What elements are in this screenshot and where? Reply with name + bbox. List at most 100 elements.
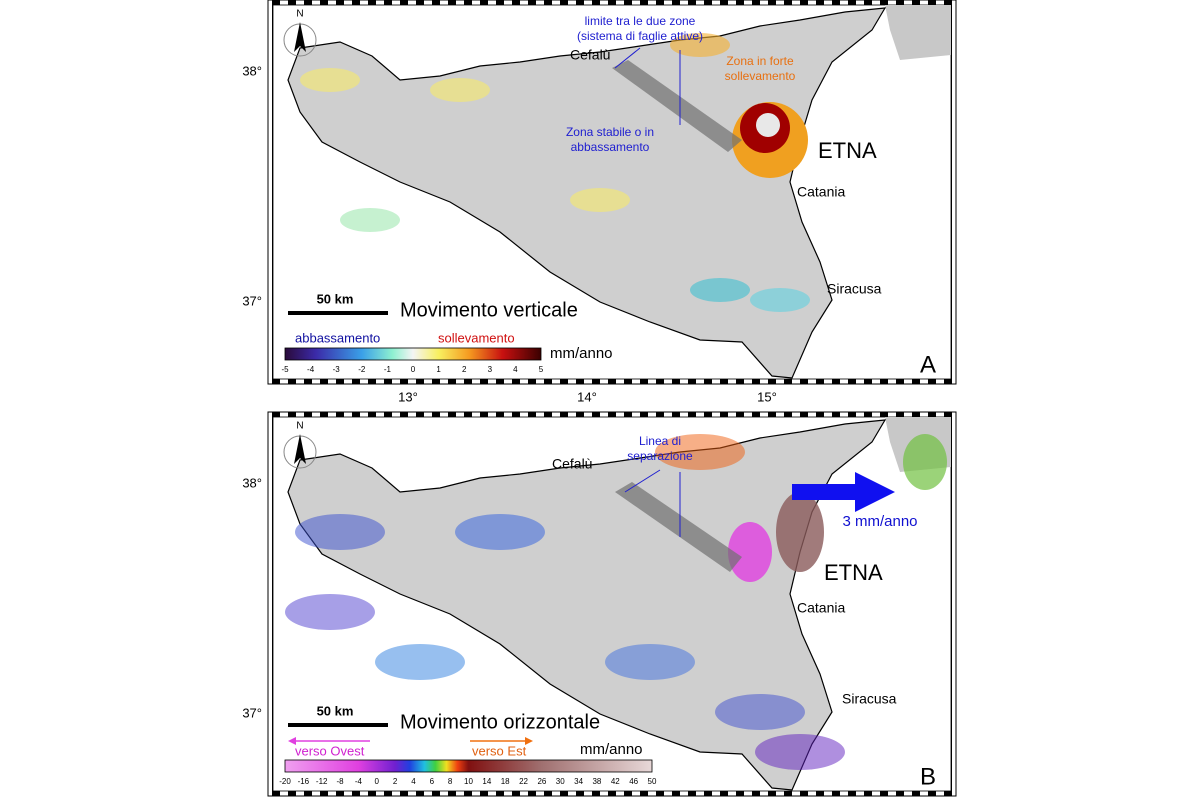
- legend-left: verso Ovest: [295, 743, 365, 758]
- motion-arrow: [792, 472, 895, 512]
- colorbar-tick-label: 1: [436, 365, 441, 374]
- place-label: Siracusa: [842, 691, 897, 707]
- longitude-label: 13°: [398, 389, 418, 404]
- place-label: Cefalù: [552, 456, 592, 472]
- longitude-label: 15°: [757, 389, 777, 404]
- colorbar-tick-label: -3: [333, 365, 341, 374]
- annotation: Zona in forte: [726, 54, 794, 68]
- colorbar-tick-label: 22: [519, 777, 528, 786]
- colorbar-tick-label: 34: [574, 777, 583, 786]
- place-label: ETNA: [824, 560, 883, 585]
- latitude-label: 38°: [242, 63, 262, 78]
- colorbar-tick-label: 18: [501, 777, 510, 786]
- colorbar-tick-label: 0: [375, 777, 380, 786]
- legend-title: Movimento verticale: [400, 299, 578, 321]
- colorbar-tick-label: -4: [307, 365, 315, 374]
- annotation: abbassamento: [571, 140, 650, 154]
- annotation: sollevamento: [725, 69, 796, 83]
- deformation-patch: [375, 644, 465, 680]
- legend-right: verso Est: [472, 743, 527, 758]
- deformation-patch: [655, 434, 745, 470]
- colorbar-tick-label: 2: [462, 365, 467, 374]
- scale-bar-label: 50 km: [317, 291, 354, 306]
- unit-label: mm/anno: [550, 345, 613, 362]
- annotation: 3 mm/anno: [842, 513, 917, 530]
- east-motion: [776, 492, 824, 572]
- annotation: Zona stabile o in: [566, 125, 654, 139]
- deformation-patch: [670, 33, 730, 57]
- legend-right: sollevamento: [438, 330, 515, 345]
- colorbar-tick-label: -12: [316, 777, 328, 786]
- fault-zone: [615, 482, 742, 572]
- north-arrow: [294, 434, 306, 464]
- north-label: N: [296, 421, 303, 432]
- annotation: (sistema di faglie attive): [577, 29, 703, 43]
- map-panel: N 38° 37° Cefalù ETNA Catania Siracusa Linea di…: [242, 411, 957, 797]
- etna-summit: [756, 113, 780, 137]
- colorbar-tick-label: 46: [629, 777, 638, 786]
- deformation-patch: [340, 208, 400, 232]
- west-motion: [728, 522, 772, 582]
- colorbar-tick-label: 26: [537, 777, 546, 786]
- north-arrow: [294, 22, 306, 52]
- colorbar: [284, 759, 653, 773]
- unit-label: mm/anno: [580, 741, 643, 758]
- annotation: Linea di: [639, 434, 681, 448]
- panel-letter: B: [920, 763, 936, 790]
- panel-letter: A: [920, 351, 936, 378]
- colorbar-tick-label: 42: [611, 777, 620, 786]
- colorbar-tick-label: 6: [430, 777, 435, 786]
- latitude-label: 37°: [242, 293, 262, 308]
- deformation-patch: [605, 644, 695, 680]
- west-arrow-head: [288, 737, 296, 745]
- deformation-patch: [285, 594, 375, 630]
- colorbar-tick-label: 38: [592, 777, 601, 786]
- colorbar-tick-label: -20: [279, 777, 291, 786]
- colorbar-tick-label: 0: [411, 365, 416, 374]
- colorbar-tick-label: 8: [448, 777, 453, 786]
- annotation: separazione: [627, 449, 693, 463]
- colorbar-tick-label: 3: [488, 365, 493, 374]
- deformation-patch: [430, 78, 490, 102]
- scale-bar: [288, 723, 388, 727]
- longitude-label: 14°: [577, 389, 597, 404]
- scale-bar-label: 50 km: [317, 703, 354, 718]
- deformation-patch: [750, 288, 810, 312]
- colorbar-tick-label: 30: [556, 777, 565, 786]
- colorbar-tick-label: 4: [513, 365, 518, 374]
- north-label: N: [296, 9, 303, 20]
- deformation-patch: [755, 734, 845, 770]
- leader-line: [624, 469, 661, 493]
- colorbar: [284, 347, 542, 361]
- colorbar-tick-label: 14: [482, 777, 491, 786]
- colorbar-tick-label: -2: [358, 365, 366, 374]
- fault-zone: [612, 60, 742, 152]
- place-label: Catania: [797, 600, 845, 616]
- place-label: Siracusa: [827, 281, 882, 297]
- colorbar-tick-label: 10: [464, 777, 473, 786]
- latitude-label: 37°: [242, 705, 262, 720]
- leader-line: [614, 47, 641, 69]
- deformation-patch: [295, 514, 385, 550]
- place-label: Catania: [797, 184, 845, 200]
- east-arrow-head: [525, 737, 533, 745]
- annotation: limite tra le due zone: [585, 14, 696, 28]
- map-panel: N 38° 37° Cefalù ETNA Catania Siracusa limite t…: [242, 0, 957, 385]
- colorbar-tick-label: 5: [539, 365, 544, 374]
- colorbar-tick-label: 50: [648, 777, 657, 786]
- colorbar-tick-label: -5: [281, 365, 289, 374]
- latitude-label: 38°: [242, 475, 262, 490]
- colorbar-tick-label: -8: [336, 777, 344, 786]
- place-label: ETNA: [818, 138, 877, 163]
- deformation-patch: [455, 514, 545, 550]
- calabria-motion: [903, 434, 947, 490]
- colorbar-tick-label: -4: [355, 777, 363, 786]
- deformation-patch: [570, 188, 630, 212]
- colorbar-tick-label: -16: [298, 777, 310, 786]
- colorbar-tick-label: 2: [393, 777, 398, 786]
- legend-title: Movimento orizzontale: [400, 711, 600, 733]
- scale-bar: [288, 311, 388, 315]
- colorbar-tick-label: -1: [384, 365, 392, 374]
- deformation-patch: [690, 278, 750, 302]
